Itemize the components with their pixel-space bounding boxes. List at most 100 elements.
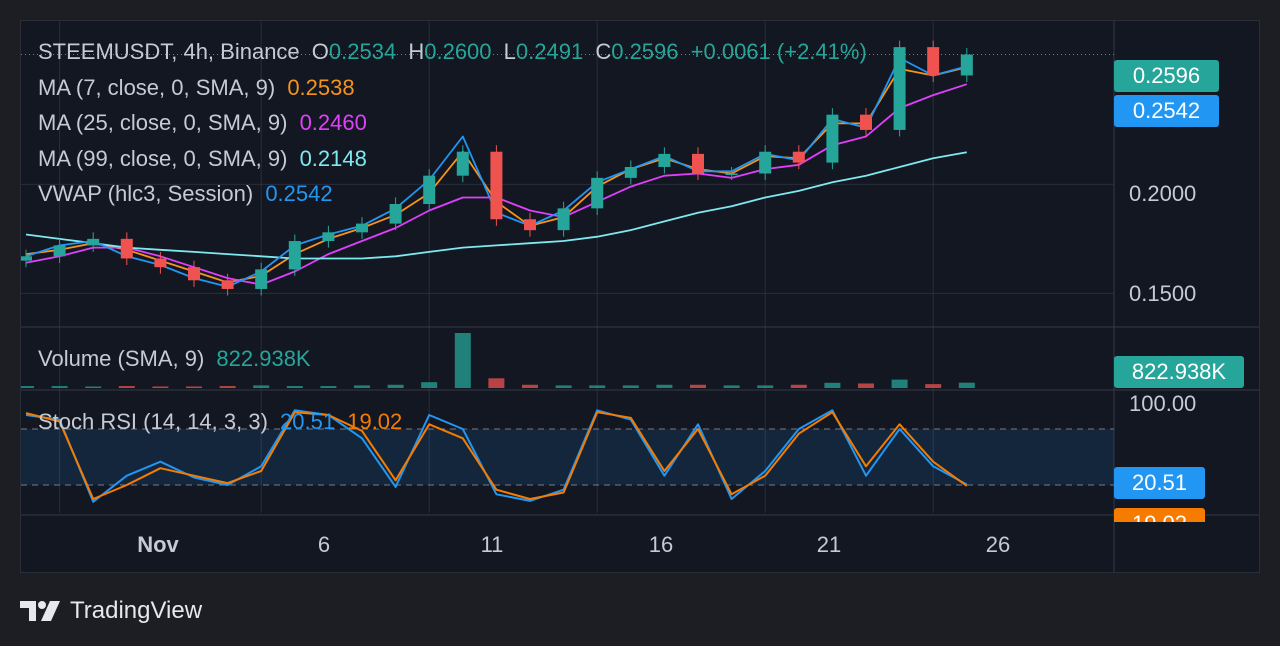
- ma25-label: MA (25, close, 0, SMA, 9): [38, 110, 288, 135]
- candle-body: [759, 151, 772, 174]
- volume-bar: [757, 385, 774, 388]
- tradingview-logo-icon: [20, 601, 60, 621]
- stoch-d-tag: 19.02: [1114, 508, 1205, 522]
- open-label: O: [311, 39, 329, 64]
- volume-bar: [286, 386, 303, 388]
- ma25-legend[interactable]: MA (25, close, 0, SMA, 9) 0.2460: [38, 110, 373, 136]
- volume-bar: [118, 386, 135, 388]
- volume-bar: [622, 385, 639, 388]
- candle-body: [826, 114, 839, 163]
- volume-bar: [488, 378, 505, 388]
- candle-body: [658, 153, 671, 167]
- candle-body: [624, 166, 637, 178]
- stoch-band-fill: [21, 429, 1114, 485]
- volume-bar: [21, 386, 34, 388]
- candle-body: [255, 269, 268, 289]
- close-value: 0.2596: [611, 39, 679, 64]
- volume-bar: [522, 384, 538, 388]
- candle-body: [860, 114, 872, 130]
- price-tick-0.2000: 0.2000: [1129, 181, 1197, 206]
- volume-value: 822.938K: [216, 346, 311, 371]
- candle-body: [221, 280, 234, 289]
- volume-bar: [656, 384, 673, 388]
- volume-label: Volume (SMA, 9): [38, 346, 205, 371]
- volume-bar: [824, 382, 841, 388]
- vwap-value: 0.2542: [265, 181, 333, 206]
- change-value: +0.0061 (+2.41%): [690, 39, 867, 64]
- volume-bar: [320, 386, 337, 388]
- ohlc-legend: STEEMUSDT, 4h, Binance O0.2534 H0.2600 L…: [38, 39, 873, 65]
- volume-bar: [219, 386, 236, 388]
- ma7-label: MA (7, close, 0, SMA, 9): [38, 75, 276, 100]
- candle-body: [389, 204, 402, 224]
- high-value: 0.2600: [424, 39, 492, 64]
- stoch-label: Stoch RSI (14, 14, 3, 3): [38, 409, 268, 434]
- candle-body: [21, 256, 32, 261]
- candle-body: [154, 258, 167, 268]
- candle-body: [356, 223, 368, 233]
- volume-bar: [858, 383, 874, 388]
- stoch-d-line: [25, 411, 968, 500]
- candle-body: [456, 151, 469, 176]
- time-tick-6: 6: [317, 532, 331, 557]
- time-tick-11: 11: [480, 532, 504, 557]
- volume-bar: [354, 385, 370, 388]
- candle-body: [53, 245, 66, 257]
- ma99-legend[interactable]: MA (99, close, 0, SMA, 9) 0.2148: [38, 146, 373, 172]
- ma7-legend[interactable]: MA (7, close, 0, SMA, 9) 0.2538: [38, 75, 361, 101]
- candle-body: [490, 151, 503, 220]
- candle-body: [960, 54, 973, 76]
- volume-bar: [958, 382, 975, 388]
- time-tick-16: 16: [648, 532, 674, 557]
- stoch-k-tag: 20.51: [1114, 467, 1205, 499]
- candle-body: [792, 151, 805, 163]
- ma25-value: 0.2460: [299, 110, 367, 135]
- volume-bar: [690, 384, 706, 388]
- time-tick-26: 26: [985, 532, 1011, 557]
- open-value: 0.2534: [328, 39, 397, 64]
- vwap-price-tag: 0.2542: [1114, 95, 1219, 127]
- volume-tag: 822.938K: [1114, 356, 1244, 388]
- stoch-k-value: 20.51: [280, 409, 336, 434]
- stoch-tick-100: 100.00: [1129, 391, 1197, 416]
- candle-body: [87, 238, 100, 246]
- volume-bar: [555, 385, 572, 388]
- volume-bar: [253, 385, 270, 388]
- close-label: C: [595, 39, 612, 64]
- vwap-label: VWAP (hlc3, Session): [38, 181, 254, 206]
- candle-body: [120, 238, 133, 259]
- volume-bar: [925, 384, 942, 388]
- high-label: H: [408, 39, 425, 64]
- volume-legend[interactable]: Volume (SMA, 9) 822.938K: [38, 346, 317, 372]
- candle-body: [524, 219, 536, 231]
- volume-bar: [186, 386, 202, 388]
- volume-bar: [51, 386, 68, 388]
- candle-body: [322, 232, 335, 242]
- stoch-legend[interactable]: Stoch RSI (14, 14, 3, 3) 20.51 19.02: [38, 409, 408, 435]
- time-tick-21: 21: [816, 532, 842, 557]
- tradingview-logo[interactable]: TradingView: [20, 596, 202, 626]
- low-label: L: [503, 39, 516, 64]
- volume-bar: [85, 386, 102, 388]
- ma99-value: 0.2148: [299, 146, 367, 171]
- candle-body: [288, 241, 301, 270]
- volume-bar: [891, 379, 908, 388]
- stoch-d-tag-clip: 19.02: [1114, 508, 1205, 522]
- candle-body: [725, 173, 738, 175]
- candle-body: [591, 177, 604, 209]
- volume-bar: [723, 385, 740, 388]
- volume-bar: [454, 333, 471, 388]
- candle-body: [692, 153, 704, 174]
- last-price-tag: 0.2596: [1114, 60, 1219, 92]
- volume-bar: [387, 384, 404, 388]
- time-tick-nov: Nov: [137, 532, 179, 557]
- volume-bar: [790, 384, 807, 388]
- chart-canvas: [21, 21, 1259, 572]
- symbol-label[interactable]: STEEMUSDT, 4h, Binance: [38, 39, 300, 64]
- volume-bar: [589, 385, 606, 388]
- vwap-legend[interactable]: VWAP (hlc3, Session) 0.2542: [38, 181, 339, 207]
- candle-body: [423, 175, 436, 204]
- candle-body: [927, 47, 940, 76]
- candle-body: [893, 47, 906, 130]
- ma99-label: MA (99, close, 0, SMA, 9): [38, 146, 288, 171]
